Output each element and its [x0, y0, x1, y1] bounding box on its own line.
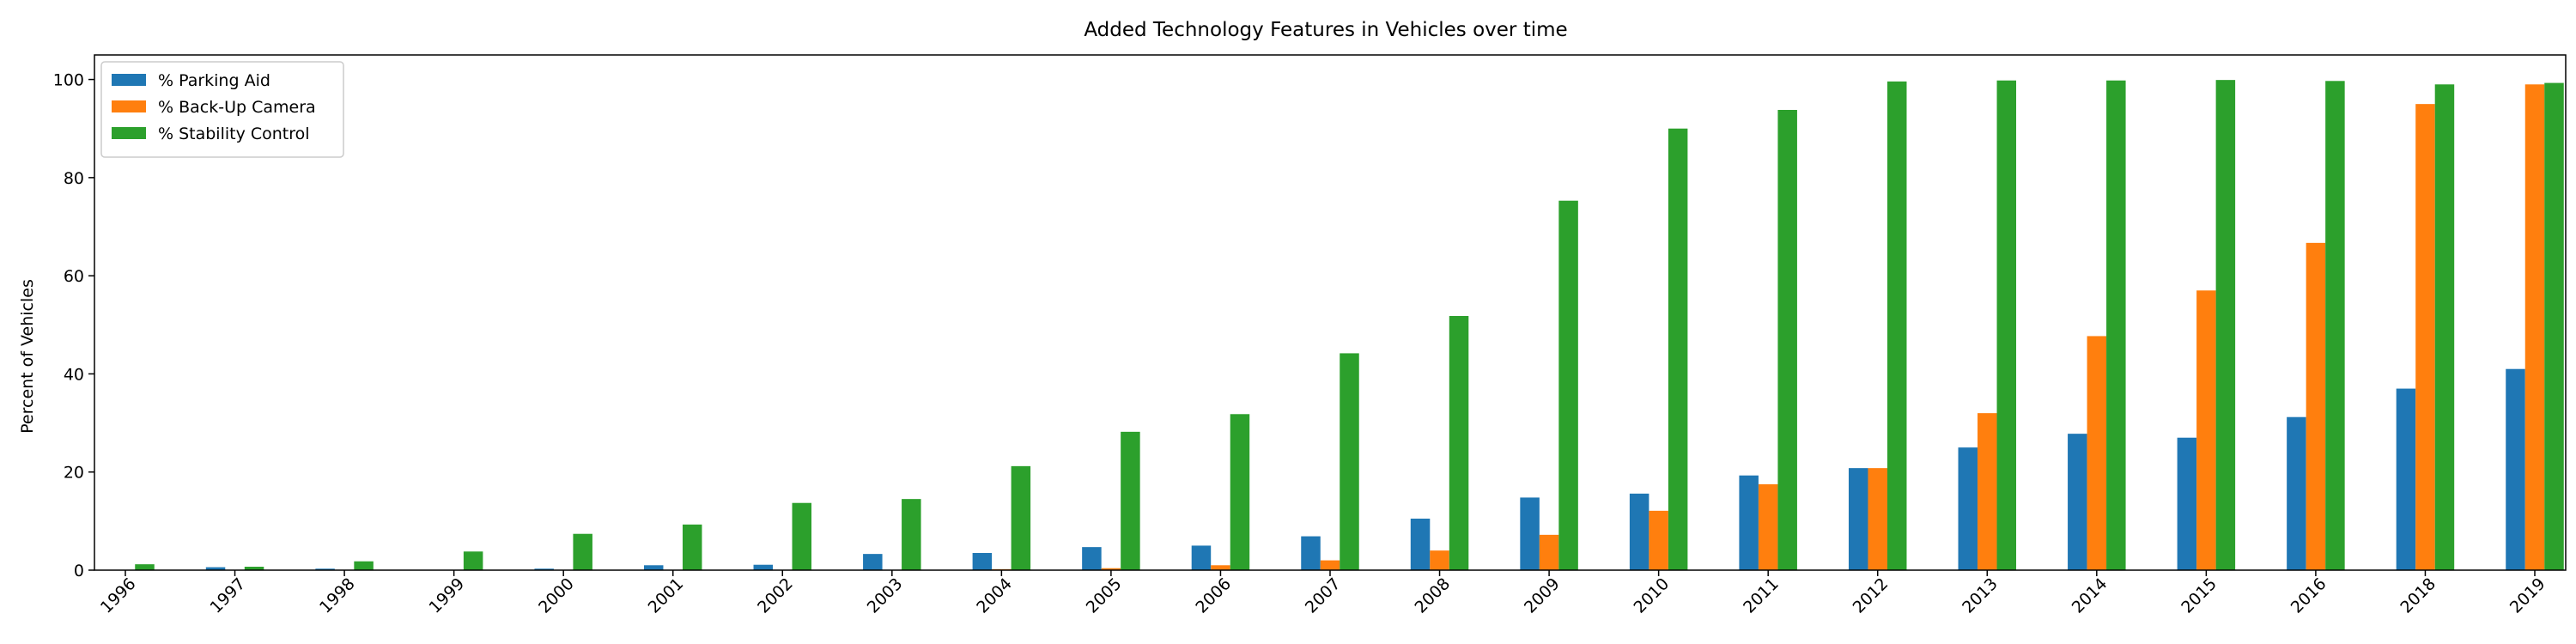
bar	[2396, 388, 2416, 570]
bar	[2524, 84, 2545, 571]
bar	[1121, 431, 1140, 570]
bar	[2306, 242, 2326, 570]
legend-item-label: % Back-Up Camera	[158, 98, 316, 117]
y-tick-label: 20	[64, 464, 84, 483]
bar	[1520, 497, 1540, 570]
bar	[972, 553, 993, 570]
legend: % Parking Aid % Back-Up Camera % Stability…	[100, 61, 344, 158]
bar	[1668, 128, 1688, 570]
bar	[2196, 290, 2216, 570]
bar	[1082, 547, 1102, 570]
bar	[2087, 336, 2107, 570]
bar	[534, 568, 554, 570]
legend-swatch	[112, 127, 146, 139]
bar	[1758, 484, 1778, 570]
bar	[1996, 80, 2017, 570]
bar	[2544, 82, 2564, 571]
y-tick-label: 0	[74, 562, 84, 580]
bar	[1739, 475, 1759, 570]
bar	[1101, 568, 1121, 570]
bar	[1558, 200, 1578, 570]
bar	[1868, 468, 1887, 570]
bar	[2106, 80, 2126, 570]
bar	[1886, 81, 1907, 571]
y-tick-label: 80	[64, 169, 84, 188]
y-tick-label: 60	[64, 267, 84, 286]
bar	[643, 565, 664, 570]
bar	[1649, 510, 1668, 570]
bar	[1211, 565, 1230, 570]
legend-item-label: % Stability Control	[158, 125, 310, 143]
bar	[902, 499, 921, 570]
bar	[1449, 316, 1469, 570]
bar	[573, 533, 592, 570]
bar	[1848, 468, 1868, 570]
bar	[244, 567, 264, 570]
bar	[1978, 413, 1997, 570]
bar	[2434, 84, 2455, 571]
bar	[863, 554, 883, 570]
bar	[1629, 493, 1649, 570]
bar	[354, 561, 374, 570]
y-tick-label: 40	[64, 365, 84, 384]
bar	[1430, 550, 1449, 570]
bar	[2506, 368, 2525, 570]
bar	[1539, 534, 1559, 570]
legend-swatch	[112, 100, 146, 112]
bar	[1958, 447, 1978, 570]
bar	[753, 564, 774, 570]
bar	[2325, 81, 2345, 571]
chart-title: Added Technology Features in Vehicles ov…	[1084, 19, 1567, 41]
legend-box	[100, 61, 344, 158]
bar	[2287, 416, 2306, 570]
bar	[1410, 519, 1431, 570]
bar	[2177, 437, 2197, 570]
bar	[1320, 560, 1340, 570]
bar	[463, 551, 483, 570]
bar	[315, 568, 335, 570]
bar	[205, 567, 226, 570]
bar	[1191, 545, 1212, 570]
bar	[2068, 434, 2087, 570]
bar	[1777, 110, 1797, 570]
bars-layer	[135, 80, 2564, 571]
bar	[682, 524, 702, 570]
bar	[2415, 104, 2435, 570]
y-axis-label: Percent of Vehicles	[18, 279, 37, 434]
bar	[135, 564, 155, 570]
bar	[2215, 80, 2236, 570]
bar	[1230, 414, 1250, 570]
legend-swatch	[112, 74, 146, 86]
legend-item-label: % Parking Aid	[158, 71, 270, 90]
bar	[1301, 536, 1321, 570]
bar	[1340, 353, 1359, 570]
bar	[792, 502, 812, 570]
y-tick-label: 100	[53, 71, 84, 90]
plot-frame	[94, 54, 2567, 571]
bar	[1011, 465, 1031, 570]
